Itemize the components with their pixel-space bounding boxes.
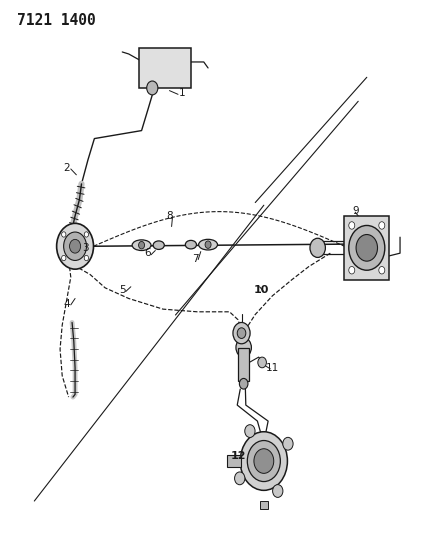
Circle shape [247,440,281,482]
Bar [344,216,390,280]
Circle shape [62,232,66,237]
Circle shape [235,472,245,484]
Circle shape [205,241,211,248]
Ellipse shape [185,240,196,249]
Circle shape [245,425,255,438]
Circle shape [147,81,158,95]
Circle shape [69,239,81,253]
Text: 6: 6 [145,248,151,258]
Circle shape [379,266,385,274]
Circle shape [356,235,378,261]
Circle shape [84,232,88,237]
Circle shape [62,255,66,261]
Text: 2: 2 [63,163,70,173]
Circle shape [258,357,266,368]
Circle shape [349,222,355,229]
Text: 8: 8 [166,211,173,221]
Circle shape [310,238,325,257]
Circle shape [239,378,248,389]
Text: 7121 1400: 7121 1400 [17,13,96,28]
Text: 9: 9 [353,206,360,215]
Circle shape [349,225,385,270]
Bar [227,455,241,467]
Circle shape [254,449,274,473]
Circle shape [84,255,88,261]
Bar [139,48,191,88]
Ellipse shape [199,239,218,250]
Circle shape [139,241,145,249]
Text: 11: 11 [266,363,279,373]
Text: 4: 4 [63,299,70,309]
Text: 12: 12 [230,451,246,461]
Circle shape [379,222,385,229]
Circle shape [63,232,87,261]
Bar [260,501,268,509]
Text: 5: 5 [119,286,126,295]
Text: 10: 10 [254,286,269,295]
Circle shape [237,328,246,338]
Ellipse shape [132,240,151,251]
Circle shape [233,322,250,344]
Text: 1: 1 [179,88,186,98]
Circle shape [240,432,287,490]
Circle shape [236,338,251,357]
Circle shape [272,484,283,497]
Bar [238,348,249,381]
Ellipse shape [153,241,164,249]
Circle shape [283,438,293,450]
Text: 3: 3 [82,243,89,253]
Circle shape [349,266,355,274]
Text: 7: 7 [192,254,199,263]
Circle shape [57,223,94,269]
